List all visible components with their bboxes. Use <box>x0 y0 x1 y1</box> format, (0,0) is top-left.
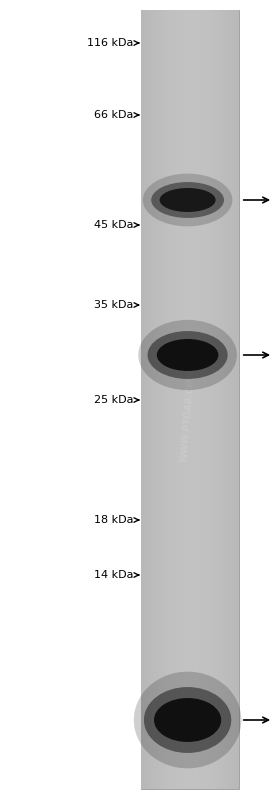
Bar <box>189 10 190 789</box>
Bar <box>212 10 213 789</box>
Bar <box>208 10 210 789</box>
Text: 14 kDa: 14 kDa <box>94 570 133 580</box>
Bar <box>167 10 169 789</box>
Bar <box>141 10 239 789</box>
Bar <box>174 10 176 789</box>
Bar <box>176 10 177 789</box>
Bar <box>164 10 166 789</box>
Bar <box>151 10 153 789</box>
Bar <box>150 10 151 789</box>
Bar <box>226 10 228 789</box>
Text: 25 kDa: 25 kDa <box>94 395 133 405</box>
Bar <box>202 10 204 789</box>
Bar <box>230 10 231 789</box>
Text: 116 kDa: 116 kDa <box>87 38 133 48</box>
Bar <box>146 10 148 789</box>
Bar <box>143 10 145 789</box>
Bar <box>145 10 146 789</box>
Bar <box>194 10 195 789</box>
Bar <box>190 10 192 789</box>
Bar <box>171 10 172 789</box>
Bar <box>197 10 199 789</box>
Bar <box>153 10 155 789</box>
Bar <box>192 10 194 789</box>
Bar <box>182 10 184 789</box>
Bar <box>172 10 174 789</box>
Ellipse shape <box>148 331 228 379</box>
Bar <box>177 10 179 789</box>
Bar <box>161 10 163 789</box>
Bar <box>199 10 200 789</box>
Bar <box>205 10 207 789</box>
Text: 35 kDa: 35 kDa <box>94 300 133 310</box>
Bar <box>204 10 205 789</box>
Bar <box>210 10 212 789</box>
Bar <box>233 10 235 789</box>
Bar <box>223 10 225 789</box>
Bar <box>195 10 197 789</box>
Bar <box>181 10 182 789</box>
Bar <box>163 10 164 789</box>
Ellipse shape <box>151 182 224 218</box>
Bar <box>141 10 143 789</box>
Bar <box>169 10 171 789</box>
Bar <box>158 10 159 789</box>
Text: 18 kDa: 18 kDa <box>94 515 133 525</box>
Bar <box>236 10 238 789</box>
Ellipse shape <box>134 672 241 769</box>
Bar <box>215 10 216 789</box>
Bar <box>156 10 158 789</box>
Bar <box>221 10 223 789</box>
Bar <box>185 10 187 789</box>
Bar <box>238 10 239 789</box>
Bar <box>187 10 189 789</box>
Bar <box>200 10 202 789</box>
Bar <box>228 10 230 789</box>
Bar <box>220 10 221 789</box>
Ellipse shape <box>154 698 221 742</box>
Bar <box>231 10 233 789</box>
Bar <box>166 10 167 789</box>
Ellipse shape <box>143 173 232 226</box>
Bar <box>207 10 208 789</box>
Bar <box>148 10 150 789</box>
Text: WWW.PTGAB.COM: WWW.PTGAB.COM <box>179 369 196 462</box>
Ellipse shape <box>144 687 231 753</box>
Ellipse shape <box>157 339 218 371</box>
Text: 45 kDa: 45 kDa <box>94 220 133 230</box>
Bar <box>225 10 226 789</box>
Bar <box>218 10 220 789</box>
Ellipse shape <box>160 188 216 212</box>
Bar <box>216 10 218 789</box>
Text: 66 kDa: 66 kDa <box>94 110 133 120</box>
Ellipse shape <box>138 320 237 390</box>
Bar <box>213 10 215 789</box>
Bar <box>155 10 156 789</box>
Bar <box>159 10 161 789</box>
Bar <box>179 10 181 789</box>
Bar <box>234 10 236 789</box>
Bar <box>184 10 185 789</box>
